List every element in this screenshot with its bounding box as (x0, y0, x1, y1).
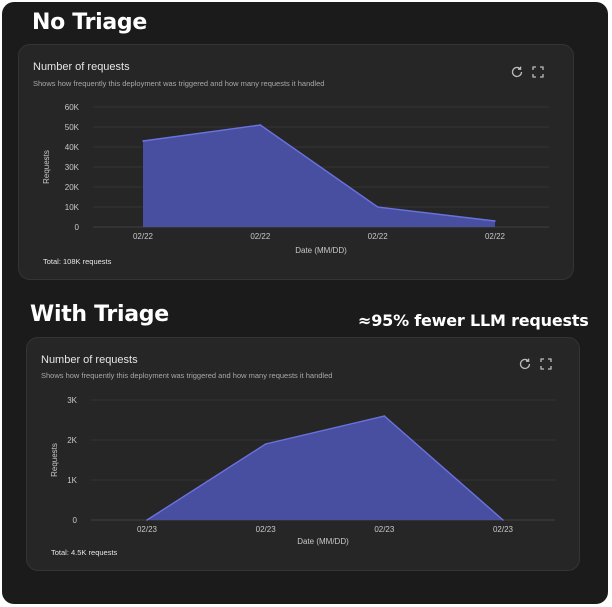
series-line (146, 415, 504, 521)
y-tick-label: 20K (65, 183, 80, 192)
y-tick-label: 1K (67, 476, 77, 485)
total-requests-label: Total: 108K requests (43, 257, 112, 266)
x-tick-label: 02/22 (485, 232, 506, 241)
requests-chart-no-triage: 0 10K 20K 30K 40K 50K 60K 02/22 02/22 02/22 02/22 D… (42, 103, 549, 255)
x-tick-label: 02/23 (374, 525, 395, 534)
y-axis-title: Requests (50, 443, 59, 477)
y-tick-label: 3K (67, 396, 77, 405)
series-line (142, 124, 496, 222)
x-axis-title: Date (MM/DD) (297, 537, 349, 546)
section-title-no-triage: No Triage (32, 10, 147, 35)
x-tick-label: 02/23 (493, 525, 514, 534)
requests-card-with-triage: Number of requests Shows how frequently … (26, 337, 580, 571)
x-tick-label: 02/22 (368, 232, 389, 241)
x-tick-label: 02/23 (256, 525, 277, 534)
data-point (264, 443, 267, 445)
requests-card-no-triage: Number of requests Shows how frequently … (18, 44, 574, 280)
requests-chart-with-triage: 0 1K 2K 3K 02/23 02/23 02/23 02/23 Date (MM/DD) R… (50, 396, 555, 546)
x-tick-label: 02/22 (133, 232, 154, 241)
reduction-callout: ≈95% fewer LLM requests (358, 311, 589, 330)
y-tick-label: 0 (73, 516, 78, 525)
x-axis-title: Date (MM/DD) (295, 246, 347, 255)
y-tick-label: 50K (65, 123, 80, 132)
card-subtitle: Shows how frequently this deployment was… (41, 371, 333, 380)
data-point (142, 140, 144, 142)
x-tick-label: 02/23 (137, 525, 158, 534)
refresh-icon[interactable] (510, 65, 524, 79)
data-point (494, 220, 496, 222)
expand-icon[interactable] (531, 65, 545, 79)
y-axis-title: Requests (42, 150, 51, 184)
y-tick-label: 40K (65, 143, 80, 152)
data-point (383, 415, 386, 417)
data-point (259, 124, 262, 126)
expand-icon[interactable] (539, 357, 553, 371)
area-fill (147, 416, 503, 520)
data-point (376, 206, 379, 208)
total-requests-label: Total: 4.5K requests (51, 548, 118, 557)
section-title-with-triage: With Triage (30, 302, 169, 327)
y-tick-label: 60K (65, 103, 80, 112)
y-tick-label: 10K (65, 203, 80, 212)
data-point (502, 519, 504, 521)
card-title: Number of requests (33, 61, 130, 73)
area-fill (143, 125, 495, 227)
refresh-icon[interactable] (518, 357, 532, 371)
card-subtitle: Shows how frequently this deployment was… (33, 79, 325, 88)
card-title: Number of requests (41, 354, 138, 366)
data-point (146, 519, 148, 521)
x-tick-label: 02/22 (250, 232, 271, 241)
y-tick-label: 30K (65, 163, 80, 172)
y-tick-label: 2K (67, 436, 77, 445)
y-tick-label: 0 (75, 223, 80, 232)
